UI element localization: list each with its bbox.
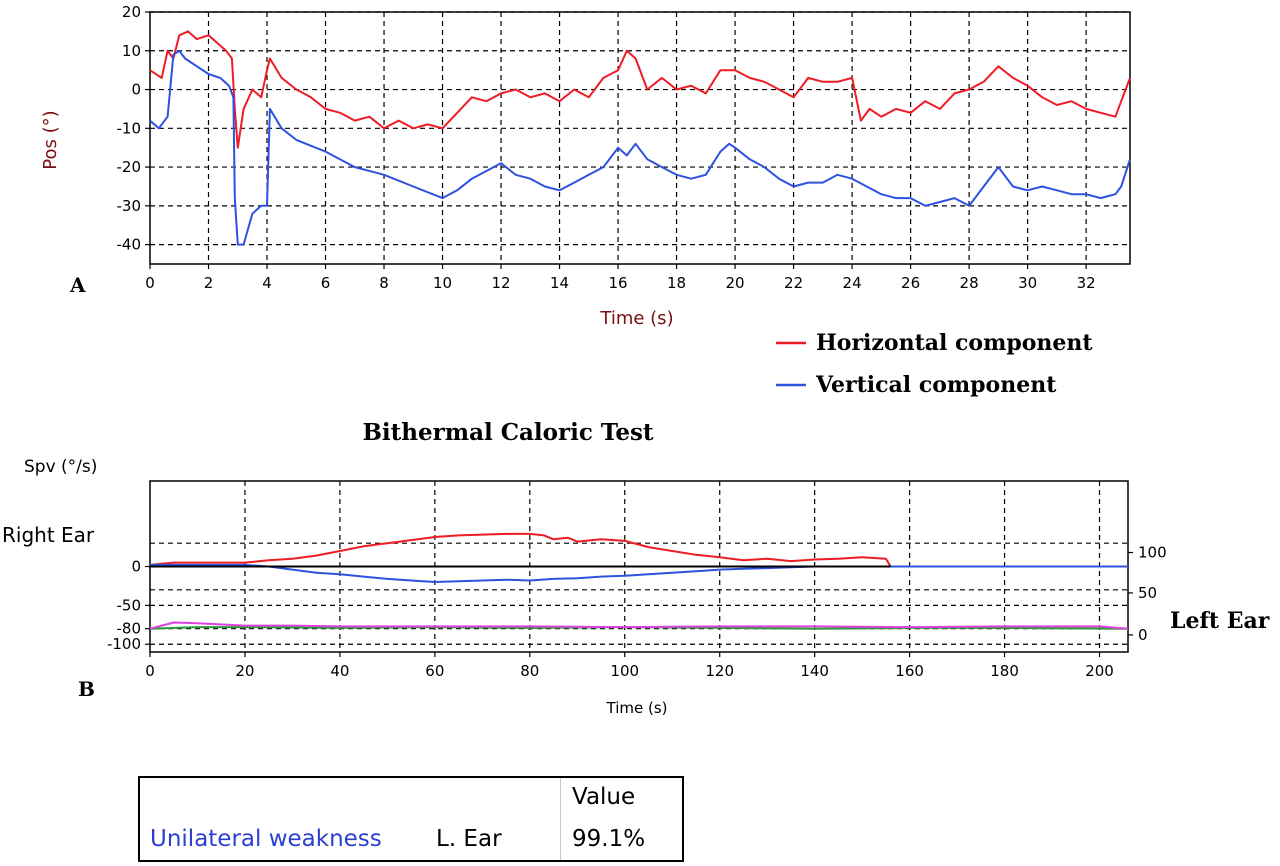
x-tick-label: 160 — [895, 662, 924, 680]
x-tick-label: 22 — [784, 274, 803, 292]
chart-b-ticks: 0 20 40 60 80 100 120 140 160 180 200 0 -50 -80-100 10… — [107, 544, 1167, 680]
x-tick-label: 60 — [425, 662, 444, 680]
chart-a-series — [149, 30, 1131, 246]
panel-a-label: A — [69, 273, 86, 297]
x-tick-label: 80 — [520, 662, 539, 680]
panel-b-label: B — [78, 677, 95, 701]
x-tick-label: 26 — [901, 274, 920, 292]
x-tick-label: 40 — [330, 662, 349, 680]
y-tick-label: -80 — [117, 620, 142, 638]
x-tick-label: 20 — [235, 662, 254, 680]
x-tick-label: 24 — [843, 274, 862, 292]
series-line-right-ear-vertical — [150, 563, 1128, 583]
x-tick-label: 30 — [1018, 274, 1037, 292]
left-ear-annotation: Left Ear — [1170, 608, 1270, 634]
y-tick-label: -40 — [117, 236, 142, 254]
chart-b-ylabel: Spv (°/s) — [24, 457, 97, 477]
chart-a: 0 2 4 6 8 10 12 14 16 18 20 22 24 26 28 30 3220100-10-20… — [40, 3, 1131, 329]
legend: Horizontal component Vertical component — [776, 330, 1093, 398]
series-line-right-ear-horizontal — [149, 532, 1128, 568]
chart-a-xlabel: Time (s) — [599, 308, 673, 329]
x-tick-label: 32 — [1077, 274, 1096, 292]
x-tick-label: 10 — [433, 274, 452, 292]
chart-b-title: Bithermal Caloric Test — [362, 419, 653, 446]
chart-a-ylabel: Pos (°) — [40, 110, 61, 169]
right-tick-label: 100 — [1138, 544, 1167, 562]
table-row-value: 99.1% — [572, 826, 646, 852]
x-tick-label: 20 — [726, 274, 745, 292]
legend-label-vertical: Vertical component — [815, 372, 1057, 398]
y-tick-label: 10 — [122, 42, 141, 60]
x-tick-label: 140 — [800, 662, 829, 680]
x-tick-label: 6 — [321, 274, 331, 292]
series-line-vertical-component — [149, 49, 1131, 246]
x-tick-label: 16 — [609, 274, 628, 292]
x-tick-label: 100 — [610, 662, 639, 680]
y-tick-label: -30 — [117, 197, 142, 215]
y-tick-label: 20 — [122, 3, 141, 21]
x-tick-label: 200 — [1085, 662, 1114, 680]
chart-b: Bithermal Caloric Test Spv (°/s) 0 20 40 60… — [2, 419, 1270, 717]
chart-a-grid — [150, 11, 1130, 264]
chart-b-series — [149, 532, 1129, 630]
chart-a-ticks: 0 2 4 6 8 10 12 14 16 18 20 22 24 26 28 30 3220100-10-20… — [117, 3, 1096, 292]
right-tick-label: 50 — [1138, 584, 1157, 602]
series-line-left-ear-magenta — [149, 621, 1129, 630]
y-tick-label: -10 — [117, 119, 142, 137]
x-tick-label: 180 — [990, 662, 1019, 680]
x-tick-label: 18 — [667, 274, 686, 292]
x-tick-label: 8 — [379, 274, 389, 292]
table-row-label: Unilateral weakness — [150, 826, 382, 852]
table-column-divider — [560, 778, 561, 860]
x-tick-label: 0 — [145, 274, 155, 292]
y-tick-label: -50 — [117, 596, 142, 614]
x-tick-label: 14 — [550, 274, 569, 292]
table-header-value: Value — [572, 784, 636, 810]
y-tick-label: -100 — [107, 635, 141, 653]
series-line-horizontal-component — [149, 30, 1131, 149]
y-tick-label: 0 — [131, 81, 141, 99]
results-table: Value Unilateral weakness L. Ear 99.1% — [138, 776, 684, 862]
right-ear-annotation: Right Ear — [2, 523, 95, 547]
table-row-ear: L. Ear — [436, 826, 502, 852]
x-tick-label: 2 — [204, 274, 214, 292]
x-tick-label: 120 — [705, 662, 734, 680]
chart-b-xlabel: Time (s) — [606, 699, 668, 717]
y-tick-label: -20 — [117, 158, 142, 176]
x-tick-label: 28 — [960, 274, 979, 292]
x-tick-label: 4 — [262, 274, 272, 292]
x-tick-label: 0 — [145, 662, 155, 680]
y-tick-label: 0 — [131, 558, 141, 576]
legend-label-horizontal: Horizontal component — [816, 330, 1093, 356]
right-tick-label: 0 — [1138, 626, 1148, 644]
chart-a-frame — [149, 11, 1131, 265]
x-tick-label: 12 — [491, 274, 510, 292]
